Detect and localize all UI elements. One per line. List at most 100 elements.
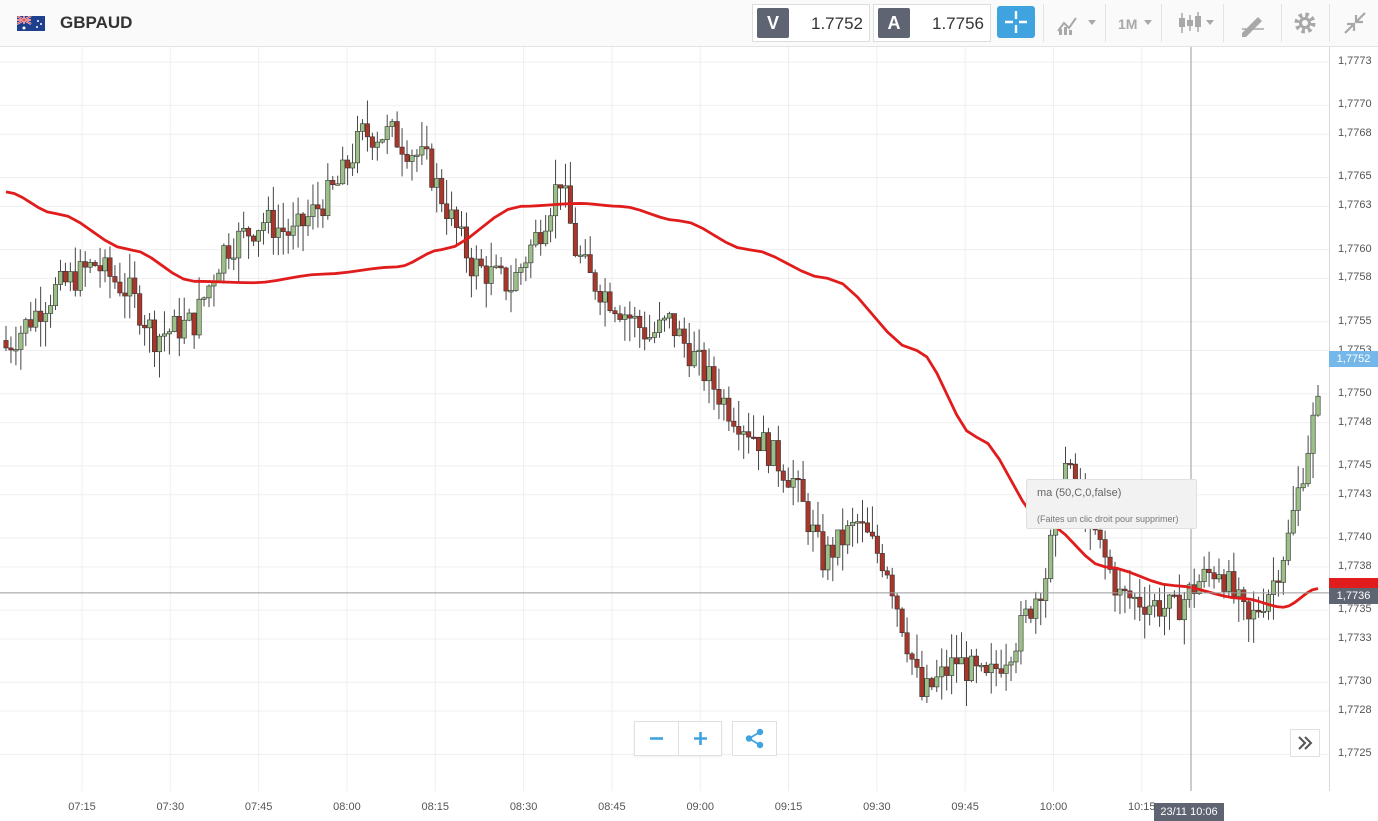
candle-up — [33, 310, 39, 328]
candle-up — [186, 312, 192, 321]
scroll-to-latest-button[interactable] — [1290, 729, 1320, 757]
crosshair-time-tag: 23/11 10:06 — [1154, 803, 1224, 821]
buy-label: A — [878, 8, 910, 38]
candle-down — [800, 478, 806, 502]
chevron-down-icon — [1088, 20, 1096, 25]
candle-down — [454, 209, 460, 228]
zoom-out-button[interactable] — [635, 722, 678, 755]
candle-up — [721, 397, 727, 405]
settings-button[interactable] — [1281, 4, 1329, 42]
candle-up — [414, 154, 420, 157]
candle-up — [57, 271, 63, 285]
candle-down — [246, 227, 252, 237]
candle-down — [785, 480, 791, 488]
crosshair-price-tag: 1,7736 — [1329, 588, 1378, 604]
candle-down — [270, 209, 276, 238]
candle-down — [468, 257, 474, 277]
candle-down — [612, 310, 618, 315]
candle-up — [241, 227, 247, 232]
candle-down — [736, 426, 742, 435]
candle-up — [666, 313, 672, 319]
candle-up — [760, 432, 766, 452]
candle-up — [221, 245, 227, 274]
candle-down — [1097, 529, 1103, 540]
candle-up — [53, 284, 59, 306]
candle-down — [483, 265, 489, 284]
candle-down — [72, 271, 78, 291]
candle-up — [166, 331, 172, 335]
double-chevron-right-icon — [1298, 736, 1313, 750]
candle-down — [300, 213, 306, 227]
candle-up — [691, 351, 697, 367]
candle-down — [38, 310, 44, 322]
candle-down — [1176, 594, 1182, 621]
candle-up — [1147, 605, 1153, 615]
candle-down — [919, 667, 925, 697]
candle-up — [1315, 395, 1321, 416]
candle-down — [1241, 589, 1247, 603]
sell-label: V — [757, 8, 789, 38]
crosshair-button[interactable] — [997, 6, 1035, 38]
candle-up — [87, 262, 93, 268]
candle-up — [548, 215, 554, 232]
drawing-tools-button[interactable] — [1223, 4, 1281, 42]
candle-down — [607, 291, 613, 311]
collapse-button[interactable] — [1329, 4, 1378, 42]
share-icon — [745, 728, 764, 749]
candle-up — [434, 178, 440, 188]
candle-up — [260, 222, 266, 231]
candle-down — [1107, 556, 1113, 570]
candle-down — [993, 663, 999, 670]
timeframe-button[interactable]: 1M — [1105, 4, 1161, 42]
candle-down — [572, 223, 578, 256]
candle-up — [419, 146, 425, 156]
price-axis[interactable]: 1,7773 1,7770 1,7768 1,7765 1,7763 1,7760 1,77… — [1329, 47, 1378, 791]
candle-up — [513, 272, 519, 291]
candle-up — [384, 126, 390, 140]
time-tick-label: 10:15 — [1128, 801, 1156, 813]
buy-price-button[interactable]: A 1.7756 — [873, 4, 991, 42]
candle-up — [1166, 594, 1172, 609]
candle-up — [696, 349, 702, 352]
candle-down — [369, 136, 375, 148]
candle-down — [795, 478, 801, 481]
candle-down — [1206, 568, 1212, 573]
sell-price: 1.7752 — [811, 14, 863, 33]
candle-up — [553, 184, 559, 217]
candle-up — [102, 257, 108, 272]
candle-up — [562, 185, 568, 189]
price-tick-label: 1,7763 — [1338, 199, 1372, 212]
candle-down — [176, 316, 182, 339]
price-chart[interactable] — [0, 47, 1329, 791]
price-tick-label: 1,7750 — [1338, 386, 1372, 399]
chart-type-button[interactable] — [1161, 4, 1223, 42]
candle-down — [538, 232, 544, 245]
candle-up — [661, 317, 667, 321]
share-button[interactable] — [732, 721, 777, 756]
candle-down — [132, 277, 138, 294]
candle-down — [954, 657, 960, 665]
candle-up — [488, 266, 494, 284]
sell-price-button[interactable]: V 1.7752 — [752, 4, 870, 42]
candle-down — [944, 666, 950, 676]
candle-up — [978, 665, 984, 668]
candle-down — [1211, 572, 1217, 580]
candle-up — [1013, 650, 1019, 663]
candle-down — [592, 272, 598, 292]
time-tick-label: 08:15 — [421, 801, 450, 813]
candle-up — [181, 319, 187, 339]
zoom-in-button[interactable] — [679, 722, 722, 755]
candle-down — [746, 431, 752, 438]
candle-down — [439, 178, 445, 205]
candle-down — [686, 343, 692, 367]
candle-down — [973, 655, 979, 667]
candle-up — [1310, 414, 1316, 454]
price-tick-label: 1,7725 — [1338, 747, 1372, 760]
candle-up — [1018, 615, 1024, 652]
candle-down — [597, 291, 603, 303]
indicators-button[interactable] — [1043, 4, 1105, 42]
indicator-tooltip: ma (50,C,0,false) (Faites un clic droit … — [1026, 479, 1197, 529]
candle-down — [731, 420, 737, 427]
candle-up — [409, 155, 415, 162]
price-tick-label: 1,7773 — [1338, 55, 1372, 68]
